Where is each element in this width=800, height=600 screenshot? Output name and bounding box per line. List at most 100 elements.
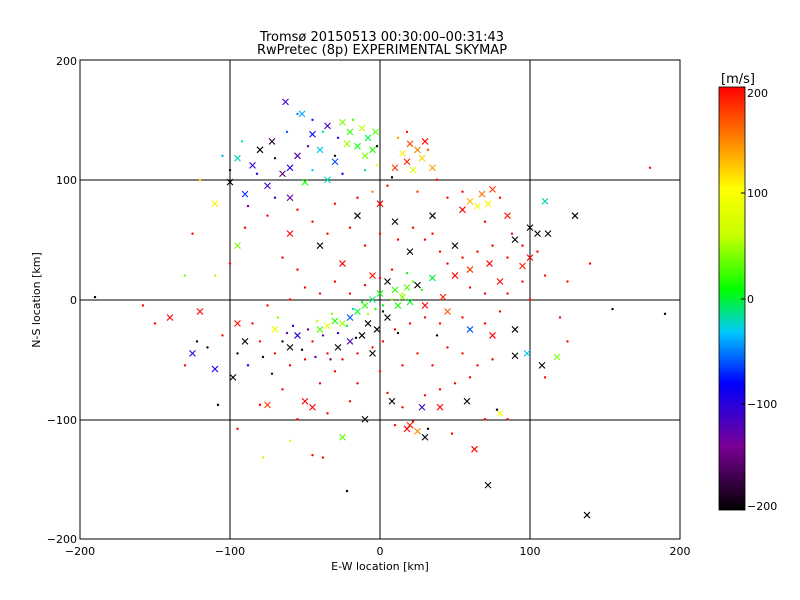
data-point-cross [451, 272, 459, 279]
data-point-dot [288, 439, 292, 443]
data-point-dot [378, 370, 382, 373]
colorbar-tick-label: −200 [747, 500, 777, 513]
data-point-cross [391, 218, 399, 226]
data-point-cross [364, 320, 372, 327]
data-point-dot [543, 376, 547, 379]
data-point-cross [523, 349, 531, 357]
x-axis-label: E-W location [km] [331, 560, 429, 573]
data-point-cross [301, 397, 309, 405]
data-point-dot [435, 178, 439, 181]
data-point-dot [495, 408, 499, 411]
data-point-dot [288, 364, 292, 367]
data-point-dot [270, 372, 274, 375]
data-point-dot [356, 382, 359, 385]
data-point-dot [296, 112, 299, 116]
data-point-dot [333, 202, 337, 205]
data-point-cross [418, 154, 426, 162]
data-point-dot [191, 232, 194, 235]
data-point-dot [276, 316, 280, 319]
data-point-dot [261, 355, 265, 359]
data-point-dot [393, 424, 397, 427]
data-point-dot [588, 262, 592, 265]
data-point-cross [519, 262, 526, 270]
data-point-dot [306, 328, 310, 331]
data-point-cross [264, 401, 271, 409]
data-point-cross [196, 308, 204, 315]
data-point-dot [371, 190, 374, 193]
data-point-cross [301, 178, 309, 186]
colorbar: [m/s] 200 100 0 −100 −200 [718, 72, 777, 513]
data-point-dot [306, 145, 310, 148]
data-point-dot [438, 250, 442, 253]
data-point-cross [339, 260, 346, 267]
data-point-dot [483, 292, 487, 295]
data-point-dot [483, 418, 487, 421]
data-point-cross [459, 206, 466, 214]
data-point-dot [426, 148, 430, 152]
data-point-dot [333, 280, 337, 283]
data-point-dot [345, 489, 349, 493]
data-point-cross [343, 140, 351, 148]
data-points [93, 98, 667, 519]
data-point-cross [436, 403, 444, 411]
data-point-dot [153, 322, 157, 325]
data-point-dot [405, 130, 409, 134]
data-point-dot [390, 176, 394, 179]
data-point-cross [403, 158, 411, 166]
data-point-dot [288, 298, 292, 301]
data-point-dot [521, 280, 524, 283]
data-point-dot [321, 334, 325, 337]
data-point-dot [468, 376, 472, 379]
data-point-dot [476, 250, 479, 253]
data-point-cross [316, 242, 324, 250]
data-point-dot [326, 412, 329, 415]
data-point-cross [429, 212, 436, 220]
data-point-dot [258, 403, 262, 407]
data-point-dot [506, 256, 509, 259]
data-point-dot [228, 168, 232, 172]
data-point-dot [498, 310, 502, 313]
data-point-dot [528, 298, 532, 301]
data-point-dot [348, 226, 352, 229]
data-point-dot [483, 220, 487, 223]
colorbar-tick-label: 100 [747, 187, 768, 200]
data-point-dot [336, 331, 340, 335]
data-point-dot [396, 238, 400, 241]
data-point-dot [558, 316, 562, 319]
data-point-cross [421, 302, 429, 309]
data-point-cross [399, 293, 406, 301]
data-point-dot [393, 328, 397, 331]
data-point-cross [466, 266, 474, 273]
data-point-dot [206, 346, 209, 349]
data-point-cross [361, 415, 369, 423]
y-tick-label: 0 [70, 294, 77, 307]
data-point-cross [421, 433, 429, 441]
data-point-cross [211, 200, 219, 208]
data-point-dot [296, 268, 299, 271]
colorbar-tick-label: 200 [747, 87, 768, 100]
data-point-cross [331, 317, 339, 325]
data-point-dot [195, 340, 199, 343]
data-point-dot [141, 304, 145, 307]
data-point-dot [536, 250, 539, 253]
data-point-cross [496, 409, 504, 417]
data-point-cross [282, 98, 289, 106]
data-point-dot [506, 292, 509, 295]
data-point-dot [363, 244, 367, 247]
data-point-cross [294, 332, 301, 339]
y-tick-label: 100 [56, 174, 77, 187]
data-point-cross [334, 344, 342, 351]
data-point-cross [346, 338, 354, 345]
data-point-cross [463, 397, 471, 405]
colorbar-label: [m/s] [721, 72, 755, 87]
data-point-cross [388, 397, 396, 405]
data-point-cross [241, 338, 249, 345]
data-point-dot [438, 388, 442, 391]
data-point-cross [511, 326, 519, 333]
data-point-cross [309, 403, 316, 411]
data-point-cross [324, 322, 331, 330]
data-point-cross [189, 349, 196, 357]
data-point-cross [369, 272, 376, 279]
data-point-dot [510, 232, 514, 235]
